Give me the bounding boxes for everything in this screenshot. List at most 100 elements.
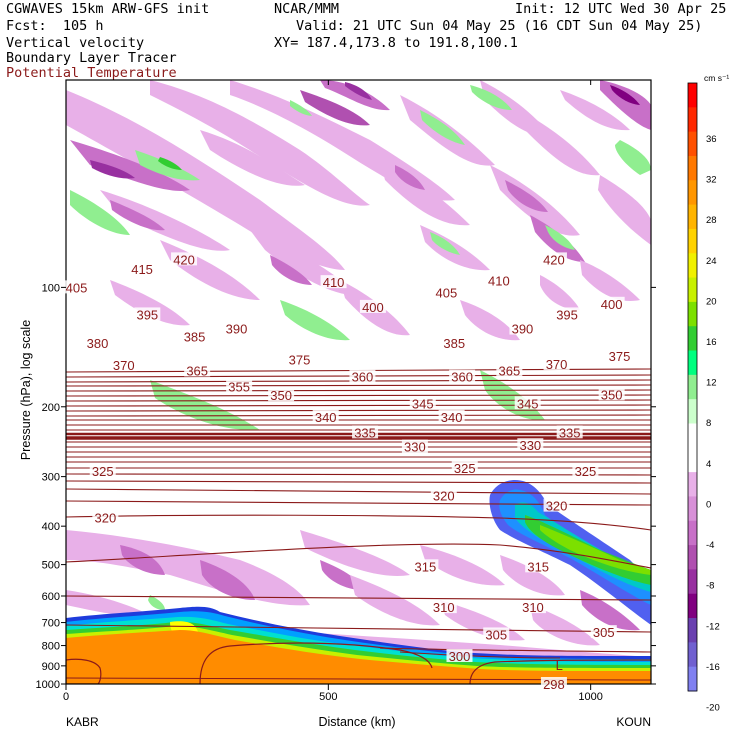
x-tick-label: 0 <box>63 691 69 703</box>
theta-label-bg <box>543 498 570 512</box>
colorbar-label: -12 <box>706 621 720 632</box>
annotation-label: 150 <box>628 353 643 363</box>
colorbar-swatch <box>688 399 697 424</box>
y-axis: 100 200 300 400 500 600 700 800 900 1000 <box>36 282 656 691</box>
theta-label: 325 <box>454 461 476 476</box>
theta-label-bg <box>312 409 339 423</box>
theta-label-bg <box>84 335 111 349</box>
theta-label-bg <box>554 307 581 321</box>
theta-label-bg <box>412 559 439 573</box>
colorbar-swatch <box>688 374 697 400</box>
colorbar-swatch <box>688 350 697 376</box>
theta-label-bg <box>181 329 208 343</box>
colorbar-swatch <box>688 277 697 303</box>
theta-label-bg <box>572 463 599 477</box>
theta-label-bg <box>89 463 116 477</box>
y-tick-label: 1000 <box>36 679 60 691</box>
theta-label-bg <box>268 388 295 402</box>
theta-label-bg <box>606 349 633 363</box>
colorbar-label: 16 <box>706 337 717 348</box>
colorbar-swatch <box>688 618 697 643</box>
x-axis-label: Distance (km) <box>318 715 395 729</box>
colorbar-swatch <box>688 642 697 668</box>
theta-label: 300 <box>449 649 471 664</box>
theta-label-bg <box>92 510 119 524</box>
theta-label: 395 <box>556 307 578 322</box>
colorbar-swatch <box>688 83 697 108</box>
theta-label-bg <box>226 379 253 393</box>
theta-label-bg <box>129 262 156 276</box>
colorbar-swatch <box>688 569 697 595</box>
theta-label: 350 <box>270 388 292 403</box>
theta-label-bg <box>451 460 478 474</box>
colorbar-label: -4 <box>706 540 714 551</box>
colorbar-swatch <box>688 520 697 546</box>
right-station-label: KOUN <box>616 715 651 729</box>
theta-label: 310 <box>433 600 455 615</box>
annotation-label: 150 <box>260 353 275 363</box>
theta-label: 310 <box>522 600 544 615</box>
y-tick-label: 300 <box>42 472 60 484</box>
theta-label-bg <box>446 649 473 663</box>
theta-label: 315 <box>415 559 437 574</box>
colorbar-swatch <box>688 180 697 206</box>
theta-label: 370 <box>113 358 135 373</box>
colorbar-swatch <box>688 447 697 473</box>
header-fcst: Fcst: 105 h <box>6 18 104 34</box>
y-tick-label: 700 <box>42 618 60 630</box>
left-station-label: KABR <box>66 715 99 729</box>
theta-label: 420 <box>543 252 565 267</box>
theta-label-bg <box>441 335 468 349</box>
theta-label-bg <box>540 677 567 690</box>
colorbar-swatch <box>688 253 697 279</box>
colorbar-label: 12 <box>706 378 717 389</box>
y-tick-label: 600 <box>42 591 60 603</box>
colorbar-swatch <box>688 666 697 692</box>
theta-label: 298 <box>543 677 565 692</box>
colorbar-label: -16 <box>706 662 720 673</box>
theta-label: 365 <box>498 363 520 378</box>
theta-label-bg <box>433 285 460 299</box>
theta-label: 340 <box>441 410 463 425</box>
theta-label-bg <box>409 396 436 410</box>
theta-label-bg <box>110 358 137 372</box>
theta-label: 305 <box>593 625 615 640</box>
header-xy: XY= 187.4,173.8 to 191.8,100.1 <box>274 35 518 51</box>
theta-label-bg <box>556 425 583 439</box>
theta-label-bg <box>525 559 552 573</box>
theta-label-bg <box>540 252 567 266</box>
theta-label-bg <box>171 252 198 266</box>
theta-label-bg <box>352 425 379 439</box>
theta-label: 405 <box>436 285 458 300</box>
theta-label-bg <box>598 296 625 310</box>
annotation-label: L <box>556 658 563 673</box>
theta-label: 410 <box>488 273 510 288</box>
colorbar-label: 32 <box>706 175 717 186</box>
theta-label: 405 <box>66 280 88 295</box>
theta-label-bg <box>543 356 570 370</box>
header-field-blt: Boundary Layer Tracer <box>6 50 177 66</box>
theta-label: 325 <box>575 464 597 479</box>
theta-label: 365 <box>186 363 208 378</box>
header-model: CGWAVES 15km ARW-GFS init <box>6 1 210 17</box>
colorbar-label: 36 <box>706 134 717 145</box>
theta-label: 400 <box>601 297 623 312</box>
x-axis: 0 500 1000 <box>63 80 603 703</box>
theta-label-bg <box>517 438 544 452</box>
colorbar-label: -20 <box>706 703 720 714</box>
colorbar-swatch <box>688 593 697 619</box>
theta-label-bg <box>598 387 625 401</box>
header-field-theta: Potential Temperature <box>6 65 177 81</box>
colorbar-swatch <box>688 496 697 522</box>
theta-label: 375 <box>609 349 631 364</box>
colorbar-swatch <box>688 423 697 449</box>
theta-label: 345 <box>517 396 539 411</box>
theta-label-bg <box>401 439 428 453</box>
colorbar-label: 28 <box>706 215 717 226</box>
y-tick-label: 900 <box>42 661 60 673</box>
theta-label: 315 <box>527 559 549 574</box>
header-org: NCAR/MMM <box>274 1 340 17</box>
y-tick-label: 200 <box>42 402 60 414</box>
theta-label: 340 <box>315 410 337 425</box>
y-tick-label: 800 <box>42 641 60 653</box>
